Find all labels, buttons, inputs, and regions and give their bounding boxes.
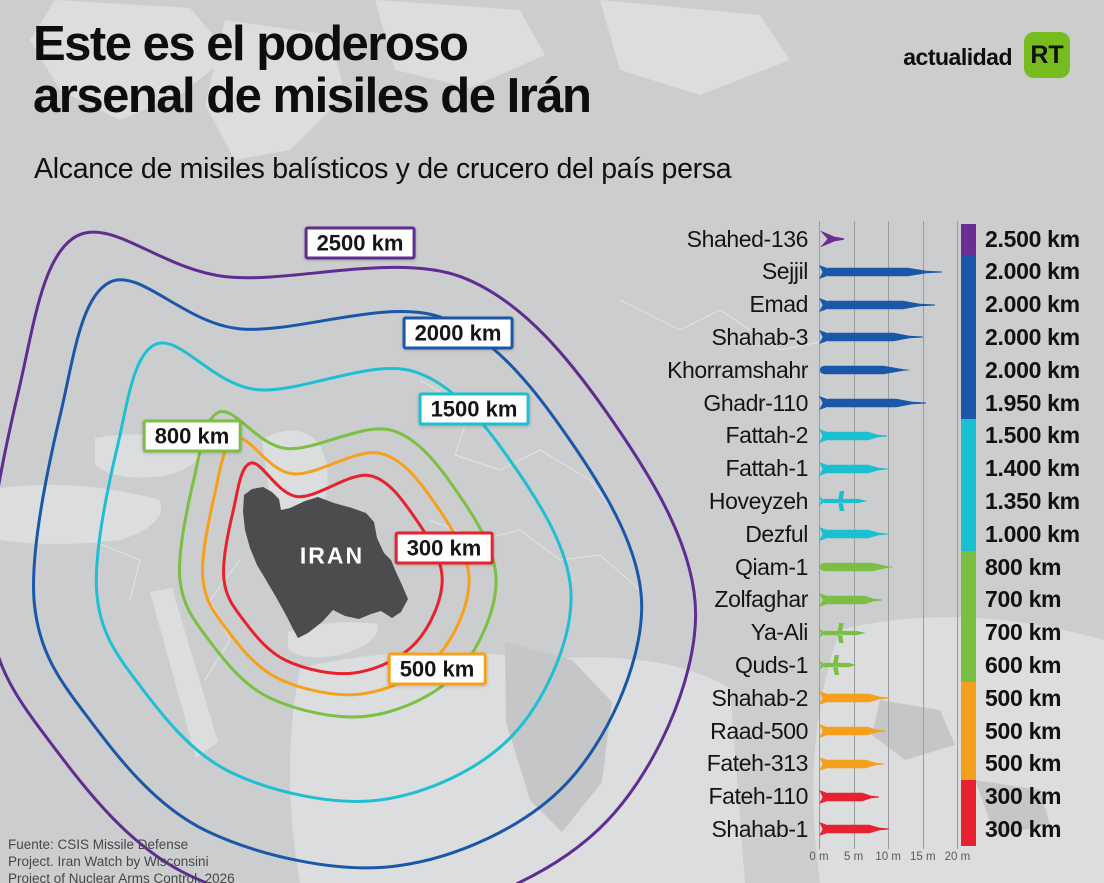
ballistic-missile-icon xyxy=(819,527,888,542)
range-color-scale-segment xyxy=(961,681,976,781)
range-color-scale-segment xyxy=(961,550,976,682)
missile-name: Sejjil xyxy=(761,258,809,285)
missile-range-value: 600 km xyxy=(985,651,1062,678)
range-ring-label-1500: 1500 km xyxy=(418,392,530,426)
missile-name: Shahab-1 xyxy=(711,815,808,842)
range-color-scale-segment xyxy=(961,223,976,256)
length-scale-tick-label: 10 m xyxy=(875,851,901,863)
length-scale-gridline xyxy=(922,221,924,849)
length-scale-gridline xyxy=(888,221,890,849)
missile-name: Khorramshahr xyxy=(667,356,808,383)
cruise-missile-icon xyxy=(819,655,857,676)
missile-range-value: 2.000 km xyxy=(985,291,1080,318)
range-color-scale-segment xyxy=(961,419,976,551)
ballistic-missile-icon xyxy=(820,365,911,375)
range-ring-label-2500: 2500 km xyxy=(304,226,416,260)
ballistic-missile-icon xyxy=(819,724,887,738)
range-ring-2000 xyxy=(32,278,644,870)
missile-name: Fattah-2 xyxy=(725,422,809,449)
length-scale-tick-label: 20 m xyxy=(944,851,971,863)
cruise-missile-icon xyxy=(819,491,868,512)
length-scale-gridline xyxy=(819,221,820,849)
missile-range-value: 700 km xyxy=(985,619,1062,646)
range-ring-label-800: 800 km xyxy=(142,419,242,453)
missile-name: Dezful xyxy=(745,520,808,547)
missile-name: Quds-1 xyxy=(734,651,808,678)
missile-range-value: 300 km xyxy=(985,815,1062,842)
missile-range-value: 2.000 km xyxy=(985,356,1080,383)
ballistic-missile-icon xyxy=(819,428,887,443)
missile-name: Shahab-3 xyxy=(711,323,808,350)
missile-name: Raad-500 xyxy=(710,717,808,744)
range-ring-label-2000: 2000 km xyxy=(402,316,514,350)
missile-range-value: 500 km xyxy=(985,750,1062,777)
missile-name: Zolfaghar xyxy=(714,586,808,613)
missile-range-value: 2.500 km xyxy=(985,225,1080,252)
title-line-2: arsenal de misiles de Irán xyxy=(33,69,592,123)
missile-name: Ghadr-110 xyxy=(703,389,808,416)
iran-label: IRAN xyxy=(299,542,365,569)
length-scale-gridline xyxy=(957,221,959,849)
missile-range-value: 1.000 km xyxy=(985,520,1080,547)
cruise-missile-icon xyxy=(819,622,867,643)
rt-logo: RT xyxy=(1024,32,1070,78)
length-scale-tick-label: 0 m xyxy=(809,851,829,863)
missile-range-value: 1.500 km xyxy=(985,422,1080,449)
missile-range-value: 300 km xyxy=(985,783,1062,810)
range-color-scale-segment xyxy=(961,780,976,846)
length-scale-tick-label: 5 m xyxy=(844,851,864,863)
missile-name: Hoveyzeh xyxy=(708,487,808,514)
brand-wordmark: actualidad xyxy=(903,44,1012,70)
length-scale-tick-label: 15 m xyxy=(910,851,936,863)
ballistic-missile-icon xyxy=(819,562,895,572)
missile-range-value: 2.000 km xyxy=(985,323,1080,350)
missile-range-value: 800 km xyxy=(985,553,1062,580)
source-line-1: Fuente: CSIS Missile Defense xyxy=(8,837,189,852)
source-line-3: Project of Nuclear Arms Control, 2026 xyxy=(8,871,235,883)
missile-name: Qiam-1 xyxy=(734,553,808,580)
missile-name: Shahed-136 xyxy=(686,225,809,252)
missile-name: Fateh-313 xyxy=(706,750,809,777)
ballistic-missile-icon xyxy=(819,461,888,476)
source-line-2: Project. Iran Watch by Wisconsini xyxy=(8,854,209,869)
missile-name: Fateh-110 xyxy=(708,783,808,810)
range-ring-2500 xyxy=(0,230,698,883)
title-line-1: Este es el poderoso xyxy=(33,17,469,71)
missile-name: Ya-Ali xyxy=(750,619,809,646)
missile-range-value: 2.000 km xyxy=(985,258,1080,285)
missile-range-value: 700 km xyxy=(985,586,1062,613)
missile-name: Fattah-1 xyxy=(725,455,809,482)
missile-name: Emad xyxy=(749,291,809,318)
drone-icon xyxy=(819,230,844,248)
missile-range-value: 1.400 km xyxy=(985,455,1080,482)
missile-range-value: 1.350 km xyxy=(985,487,1080,514)
missile-range-value: 500 km xyxy=(985,684,1062,711)
missile-range-value: 1.950 km xyxy=(985,389,1080,416)
range-ring-1500 xyxy=(94,341,573,803)
missile-list: 0 m 5 m 10 m 15 m 20 m Shahed-136 2.500 km Sejj… xyxy=(658,0,1104,883)
ballistic-missile-icon xyxy=(819,592,882,607)
range-ring-label-500: 500 km xyxy=(387,652,487,686)
ballistic-missile-icon xyxy=(819,297,936,312)
page-title: Este es el poderoso arsenal de misiles d… xyxy=(33,17,592,123)
ballistic-missile-icon xyxy=(819,396,927,410)
page-subtitle: Alcance de misiles balísticos y de cruce… xyxy=(34,153,732,185)
missile-range-value: 500 km xyxy=(985,717,1062,744)
ballistic-missile-icon xyxy=(819,789,880,804)
ballistic-missile-icon xyxy=(819,756,884,771)
ballistic-missile-icon xyxy=(819,822,889,837)
ballistic-missile-icon xyxy=(819,691,889,706)
range-ring-label-300: 300 km xyxy=(394,531,494,565)
source-note: Fuente: CSIS Missile Defense Project. Ir… xyxy=(8,836,235,883)
missile-name: Shahab-2 xyxy=(711,684,808,711)
range-color-scale-segment xyxy=(961,255,976,420)
ballistic-missile-icon xyxy=(819,264,943,279)
ballistic-missile-icon xyxy=(819,330,923,345)
